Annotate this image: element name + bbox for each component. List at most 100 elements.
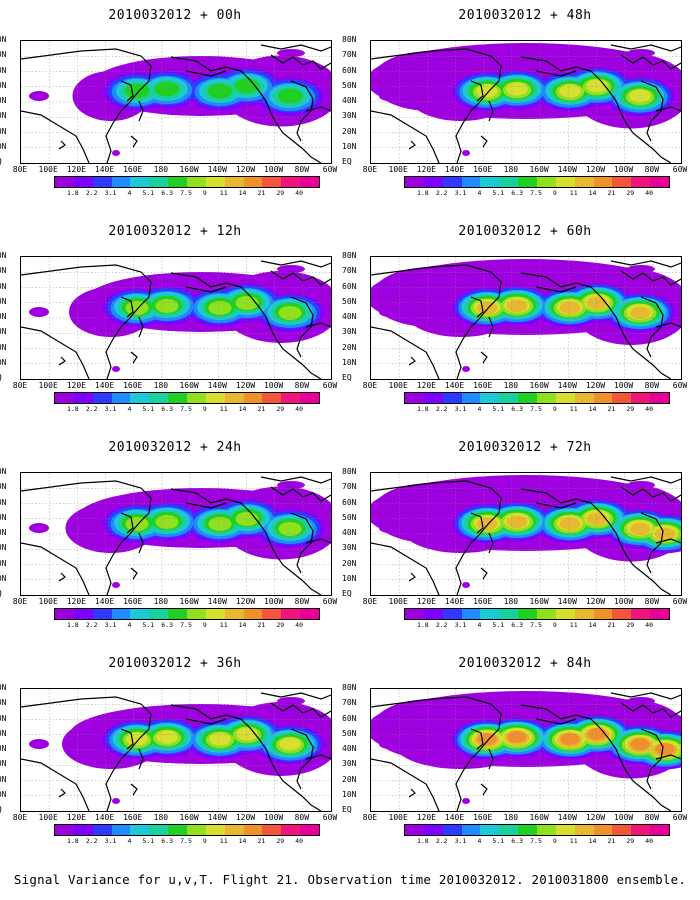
map-panel: 2010032012 + 72h 80N 70N 60N 50N 40N 30N 20N 10N… — [342, 440, 700, 640]
lat-tick-label: 20N — [342, 558, 357, 568]
lon-tick-label: 80E — [362, 813, 378, 822]
colorbar-swatch — [73, 177, 93, 187]
colorbar-level-label: 5.1 — [492, 837, 505, 845]
lon-tick-label: 140W — [207, 597, 227, 606]
colorbar-level-label: 11 — [569, 837, 578, 845]
lon-tick-label: 80W — [294, 813, 310, 822]
colorbar-level-label: 14 — [238, 189, 247, 197]
colorbar-level-label: 3.1 — [104, 189, 117, 197]
lat-tick-label: 30N — [342, 543, 357, 553]
colorbar-swatch — [442, 825, 462, 835]
colorbar-swatch — [574, 393, 594, 403]
colorbar-labels: 1.8 2.2 3.1 4 5.1 6.3 7.5 9 11 14 21 29 40 — [54, 837, 318, 846]
lon-tick-label: 160W — [179, 813, 199, 822]
colorbar-swatch — [187, 825, 206, 835]
colorbar-level-label: 7.5 — [180, 189, 192, 197]
colorbar-level-label: 40 — [645, 837, 654, 845]
colorbar-swatch — [130, 825, 150, 835]
colorbar-level-label: 6.3 — [161, 837, 174, 845]
lon-tick-label: 180 — [153, 813, 169, 822]
colorbar-level-label: 2.2 — [435, 621, 448, 629]
lon-tick-label: 80E — [362, 381, 378, 390]
colorbar-swatch — [187, 393, 206, 403]
colorbar-level-label: 5.1 — [492, 621, 505, 629]
panel-title: 2010032012 + 00h — [108, 8, 242, 23]
colorbar-swatch — [111, 177, 131, 187]
lon-tick-label: 60W — [672, 597, 688, 606]
lat-tick-label: 30N — [0, 759, 7, 769]
colorbar-swatch — [300, 609, 320, 619]
map-panel: 2010032012 + 24h 80N 70N 60N 50N 40N 30N 20N 10N… — [0, 440, 350, 640]
colorbar-swatch — [650, 177, 670, 187]
colorbar-level-label: 2.2 — [85, 621, 98, 629]
colorbar-swatch — [593, 825, 613, 835]
lon-tick-label: 160E — [123, 597, 143, 606]
lat-tick-label: 50N — [0, 80, 7, 90]
lat-tick-label: 70N — [0, 266, 7, 276]
colorbar-swatch — [73, 825, 93, 835]
figure-caption: Signal Variance for u,v,T. Flight 21. Ob… — [13, 872, 687, 887]
colorbar-level-label: 14 — [238, 621, 247, 629]
colorbar-swatch — [149, 825, 169, 835]
colorbar-labels: 1.8 2.2 3.1 4 5.1 6.3 7.5 9 11 14 21 29 40 — [54, 405, 318, 414]
colorbar-level-label: 7.5 — [530, 405, 542, 413]
colorbar-level-label: 7.5 — [530, 189, 542, 197]
lat-tick-label: 20N — [0, 126, 7, 136]
colorbar-swatch — [55, 609, 74, 619]
colorbar-swatch — [574, 609, 594, 619]
colorbar-level-label: 4 — [477, 405, 482, 413]
colorbar-swatch — [405, 609, 424, 619]
colorbar-swatch — [537, 393, 556, 403]
colorbar-swatch — [650, 609, 670, 619]
lon-tick-label: 100E — [388, 813, 408, 822]
colorbar-level-label: 4 — [127, 189, 132, 197]
lon-tick-label: 120E — [416, 381, 436, 390]
colorbar-level-label: 21 — [257, 405, 266, 413]
colorbar-swatch — [612, 393, 632, 403]
colorbar-level-label: 9 — [202, 405, 207, 413]
lat-tick-label: EQ — [0, 806, 18, 814]
lat-tick-label: 60N — [0, 497, 7, 507]
panel-title: 2010032012 + 12h — [108, 224, 242, 239]
lon-tick-label: 100W — [263, 597, 284, 606]
colorbar-level-label: 40 — [295, 837, 304, 845]
colorbar-swatch — [612, 177, 632, 187]
colorbar-level-label: 21 — [607, 405, 616, 413]
colorbar-swatch — [73, 393, 93, 403]
colorbar-level-label: 1.8 — [416, 189, 429, 197]
colorbar-level-label: 29 — [626, 189, 635, 197]
colorbar-swatch — [187, 609, 206, 619]
variance-field — [371, 473, 681, 595]
colorbar-swatch — [262, 825, 282, 835]
lon-tick-label: 140W — [207, 165, 227, 174]
lon-tick-label: 100E — [38, 381, 58, 390]
lat-tick-label: 80N — [342, 251, 357, 260]
colorbar-swatch — [423, 609, 443, 619]
lon-tick-label: 180 — [153, 597, 169, 606]
lon-tick-label: 120W — [585, 597, 606, 606]
colorbar-swatch — [555, 177, 575, 187]
colorbar-level-label: 40 — [645, 405, 654, 413]
colorbar-swatch — [149, 609, 169, 619]
lat-tick-label: 30N — [342, 111, 357, 121]
lat-tick-label: 70N — [342, 482, 357, 492]
colorbar-level-label: 4 — [127, 837, 132, 845]
colorbar-swatch — [262, 609, 282, 619]
lat-tick-label: 60N — [342, 713, 357, 723]
colorbar-swatch — [461, 609, 481, 619]
colorbar-level-label: 11 — [219, 621, 228, 629]
lon-tick-label: 160W — [529, 165, 549, 174]
colorbar-level-label: 1.8 — [66, 621, 79, 629]
lon-tick-label: 100E — [388, 381, 408, 390]
colorbar-swatch — [55, 393, 74, 403]
lon-tick-label: 120E — [66, 381, 86, 390]
colorbar-level-label: 2.2 — [435, 405, 448, 413]
colorbar-swatch — [480, 177, 500, 187]
colorbar — [54, 176, 320, 188]
colorbar-swatch — [405, 177, 424, 187]
colorbar-swatch — [480, 393, 500, 403]
colorbar-level-label: 1.8 — [416, 405, 429, 413]
lon-tick-label: 160E — [473, 813, 493, 822]
colorbar-swatch — [111, 609, 131, 619]
colorbar-swatch — [499, 825, 519, 835]
